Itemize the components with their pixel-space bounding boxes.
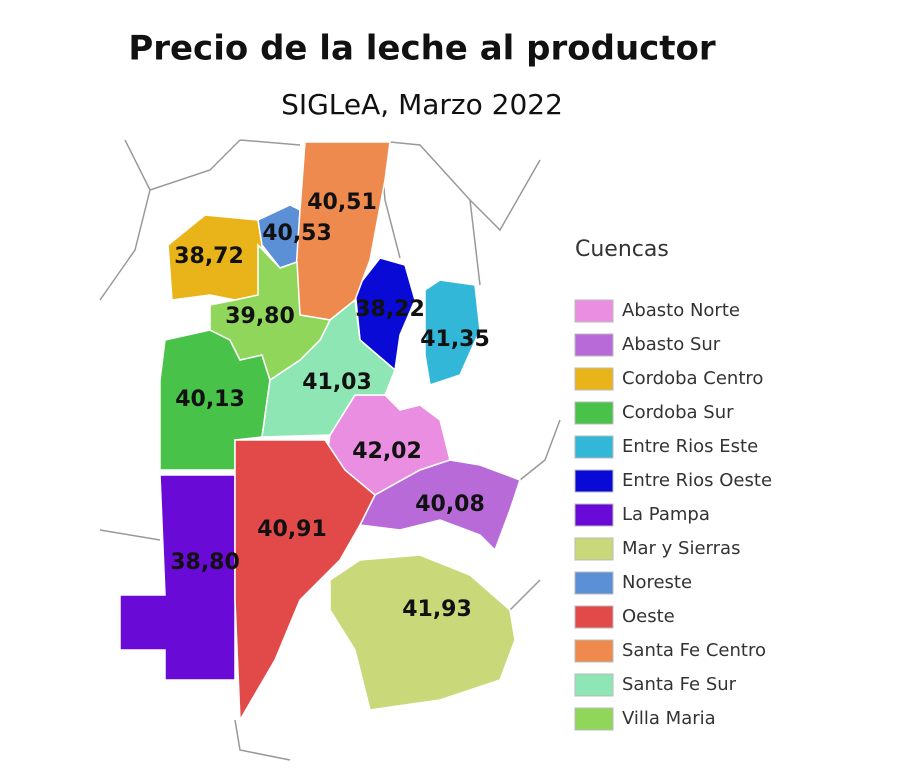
legend-swatch — [574, 537, 614, 561]
legend-label: La Pampa — [622, 504, 710, 525]
legend-swatch — [574, 401, 614, 425]
legend-title: Cuencas — [575, 237, 669, 262]
legend-swatch — [574, 639, 614, 663]
region — [329, 554, 516, 711]
subtitle: SIGLeA, Marzo 2022 — [281, 88, 563, 121]
legend-label: Santa Fe Centro — [622, 640, 766, 661]
legend-swatch — [574, 299, 614, 323]
region-value: 42,02 — [352, 439, 422, 464]
region-value: 41,35 — [420, 327, 490, 352]
legend-label: Santa Fe Sur — [622, 674, 737, 695]
legend-swatch — [574, 435, 614, 459]
region-value: 41,93 — [402, 597, 472, 622]
region — [234, 439, 376, 723]
legend-label: Abasto Norte — [622, 300, 740, 321]
region — [424, 279, 481, 386]
regions: 42,02 40,08 38,72 40,13 41,35 38,22 38,80 41,93… — [119, 141, 521, 723]
legend-label: Entre Rios Este — [622, 436, 758, 457]
legend-label: Cordoba Sur — [622, 402, 734, 423]
region-value: 40,13 — [175, 387, 245, 412]
legend-swatch — [574, 333, 614, 357]
region-value: 40,08 — [415, 492, 485, 517]
legend-swatch — [574, 469, 614, 493]
legend-label: Entre Rios Oeste — [622, 470, 772, 491]
legend-label: Abasto Sur — [622, 334, 721, 355]
legend: Abasto Norte Abasto Sur Cordoba Centro Cord… — [574, 299, 772, 731]
legend-label: Cordoba Centro — [622, 368, 763, 389]
region-value: 41,03 — [302, 370, 372, 395]
legend-label: Mar y Sierras — [622, 538, 740, 559]
legend-swatch — [574, 503, 614, 527]
region-value: 38,22 — [355, 297, 425, 322]
legend-label: Villa Maria — [622, 708, 716, 729]
legend-swatch — [574, 605, 614, 629]
region-value: 39,80 — [225, 304, 295, 329]
legend-swatch — [574, 707, 614, 731]
legend-swatch — [574, 673, 614, 697]
region-value: 38,80 — [170, 550, 240, 575]
region-value: 38,72 — [174, 244, 244, 269]
title: Precio de la leche al productor — [128, 29, 716, 69]
region-value: 40,91 — [257, 517, 327, 542]
legend-label: Oeste — [622, 606, 675, 627]
region — [119, 474, 236, 681]
legend-swatch — [574, 367, 614, 391]
region-value: 40,51 — [307, 190, 377, 215]
region — [209, 243, 332, 382]
legend-swatch — [574, 571, 614, 595]
region-value: 40,53 — [262, 221, 332, 246]
legend-label: Noreste — [622, 572, 692, 593]
region — [358, 459, 521, 552]
